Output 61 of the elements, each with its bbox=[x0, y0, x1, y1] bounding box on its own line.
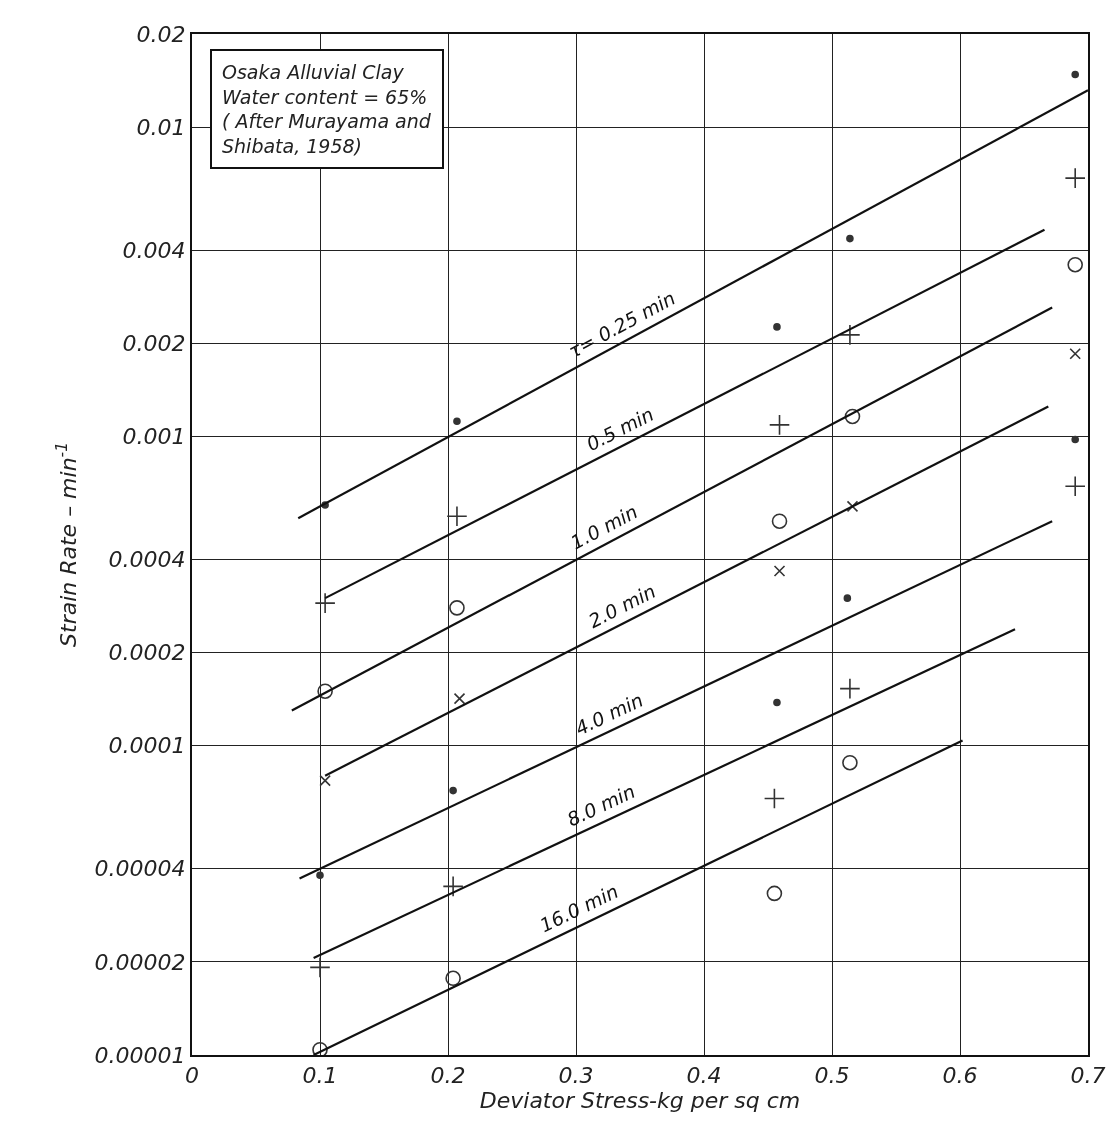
x-tick-label: 0.7 bbox=[1070, 1063, 1106, 1089]
x-tick-label: 0.2 bbox=[430, 1063, 466, 1089]
x-axis-title: Deviator Stress-kg per sq cm bbox=[479, 1088, 801, 1114]
y-tick-label: 0.0001 bbox=[108, 733, 186, 759]
y-tick-label: 0.00004 bbox=[94, 856, 186, 882]
y-tick-label: 0.00002 bbox=[94, 949, 186, 975]
point bbox=[1067, 256, 1083, 273]
point bbox=[1071, 70, 1079, 79]
y-tick-label: 0.01 bbox=[136, 114, 186, 140]
point bbox=[446, 505, 468, 527]
y-tick-label: 0.002 bbox=[122, 331, 186, 356]
point bbox=[1064, 475, 1086, 497]
point bbox=[1069, 347, 1081, 360]
text: 1.0 min bbox=[566, 500, 641, 554]
x-tick-label: 0.4 bbox=[686, 1063, 722, 1089]
text: τ= 0.25 min bbox=[564, 286, 679, 362]
point bbox=[317, 683, 333, 700]
point bbox=[773, 323, 781, 331]
point bbox=[771, 513, 788, 529]
text: 8.0 min bbox=[563, 779, 639, 831]
point bbox=[843, 594, 852, 602]
y-tick-label: 0.0002 bbox=[108, 640, 186, 666]
point bbox=[763, 787, 785, 810]
point bbox=[846, 500, 859, 513]
point bbox=[453, 417, 461, 425]
point bbox=[844, 408, 861, 425]
point bbox=[314, 592, 336, 614]
point bbox=[445, 970, 461, 987]
point bbox=[768, 414, 791, 436]
text: 16.0 min bbox=[536, 879, 622, 937]
x-tick-label: 0.5 bbox=[814, 1063, 850, 1089]
point bbox=[312, 1041, 328, 1055]
point bbox=[766, 885, 783, 902]
point bbox=[839, 324, 861, 346]
point bbox=[309, 956, 331, 978]
x-tick-label: 0.3 bbox=[558, 1063, 594, 1089]
point bbox=[449, 600, 465, 616]
point bbox=[846, 234, 854, 243]
point bbox=[773, 698, 781, 707]
text: 0.5 min bbox=[582, 402, 658, 456]
text: 4.0 min bbox=[571, 688, 647, 740]
point bbox=[1071, 435, 1079, 444]
point bbox=[773, 565, 786, 577]
point bbox=[842, 754, 858, 771]
point bbox=[449, 786, 457, 795]
annotation: Osaka Alluvial Clay Water content = 65% ( After Murayama and Shibata, 1958) bbox=[222, 61, 432, 158]
point bbox=[839, 677, 861, 700]
y-tick-label: 0.00001 bbox=[94, 1042, 186, 1068]
text: 2.0 min bbox=[584, 579, 659, 632]
point bbox=[1064, 167, 1086, 189]
y-tick-label: 0.001 bbox=[122, 424, 186, 450]
x-tick-label: 0.6 bbox=[942, 1063, 978, 1089]
y-tick-label: 0.004 bbox=[122, 237, 186, 263]
point bbox=[442, 875, 464, 897]
point bbox=[453, 692, 466, 705]
point bbox=[316, 871, 324, 880]
point bbox=[319, 774, 331, 787]
x-tick-label: 0 bbox=[185, 1063, 199, 1089]
y-tick-label: 0.02 bbox=[136, 21, 186, 47]
x-tick-label: 0.1 bbox=[302, 1063, 338, 1089]
y-tick-label: 0.0004 bbox=[108, 547, 186, 573]
